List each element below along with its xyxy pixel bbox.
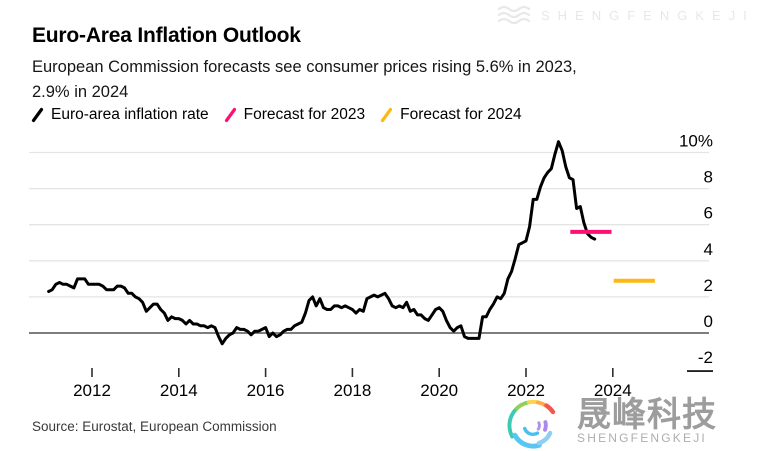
watermark-top-text: SHENGFENGKEJI [541, 7, 755, 23]
x-axis-label-2012: 2012 [73, 381, 111, 400]
watermark-bottom-right: 晟峰科技 SHENGFENGKEJI [504, 396, 717, 451]
chart-subtitle-line2: 2.9% in 2024 [32, 83, 129, 101]
watermark-top-right: SHENGFENGKEJI [497, 4, 755, 26]
waves-icon [497, 5, 531, 25]
x-axis-label-2016: 2016 [247, 381, 285, 400]
y-axis-label-0: 0 [704, 312, 713, 331]
y-axis-label-6: 6 [704, 204, 713, 223]
watermark-latin-text: SHENGFENGKEJI [577, 431, 707, 445]
legend-label-forecast-2024: Forecast for 2024 [400, 106, 522, 123]
shengfeng-logo-icon [507, 399, 556, 449]
logo-arc [507, 408, 517, 439]
y-axis-label-10%: 10% [679, 132, 713, 151]
watermark-text-block: 晟峰科技 SHENGFENGKEJI [577, 396, 717, 445]
y-axis-label-8: 8 [704, 168, 713, 187]
x-axis-label-2018: 2018 [333, 381, 371, 400]
legend-label-inflation-rate: Euro-area inflation rate [51, 106, 209, 123]
x-axis-label-2020: 2020 [420, 381, 458, 400]
legend-item-forecast-2023: Forecast for 2023 [224, 106, 365, 124]
chart-subtitle: European Commission forecasts see consum… [32, 55, 577, 105]
logo-arc [522, 426, 540, 437]
x-axis-label-2024: 2024 [594, 381, 632, 400]
legend-item-inflation-rate: Euro-area inflation rate [31, 106, 209, 124]
logo-arc [544, 403, 556, 415]
source-note: Source: Eurostat, European Commission [32, 419, 277, 434]
logo-arc [536, 421, 541, 431]
inflation-rate-line [47, 140, 597, 346]
legend-label-forecast-2023: Forecast for 2023 [243, 106, 366, 123]
y-axis-label--2: -2 [698, 348, 713, 367]
logo-arc [543, 420, 548, 432]
y-axis-label-2: 2 [704, 276, 713, 295]
logo-arc [536, 430, 553, 446]
x-axis-label-2014: 2014 [160, 381, 198, 400]
line-swatch-icon [31, 107, 44, 123]
line-swatch-icon [224, 107, 236, 123]
logo-arc [513, 400, 531, 413]
chart-subtitle-line1: European Commission forecasts see consum… [32, 58, 577, 76]
y-axis-label-4: 4 [704, 240, 713, 259]
line-swatch-icon [381, 107, 393, 123]
watermark-chinese-text: 晟峰科技 [577, 395, 717, 435]
chart-legend: Euro-area inflation rate Forecast for 20… [31, 106, 522, 124]
x-axis-label-2022: 2022 [507, 381, 545, 400]
legend-item-forecast-2024: Forecast for 2024 [380, 106, 522, 124]
chart-title: Euro-Area Inflation Outlook [32, 24, 301, 47]
logo-arc [512, 432, 542, 449]
